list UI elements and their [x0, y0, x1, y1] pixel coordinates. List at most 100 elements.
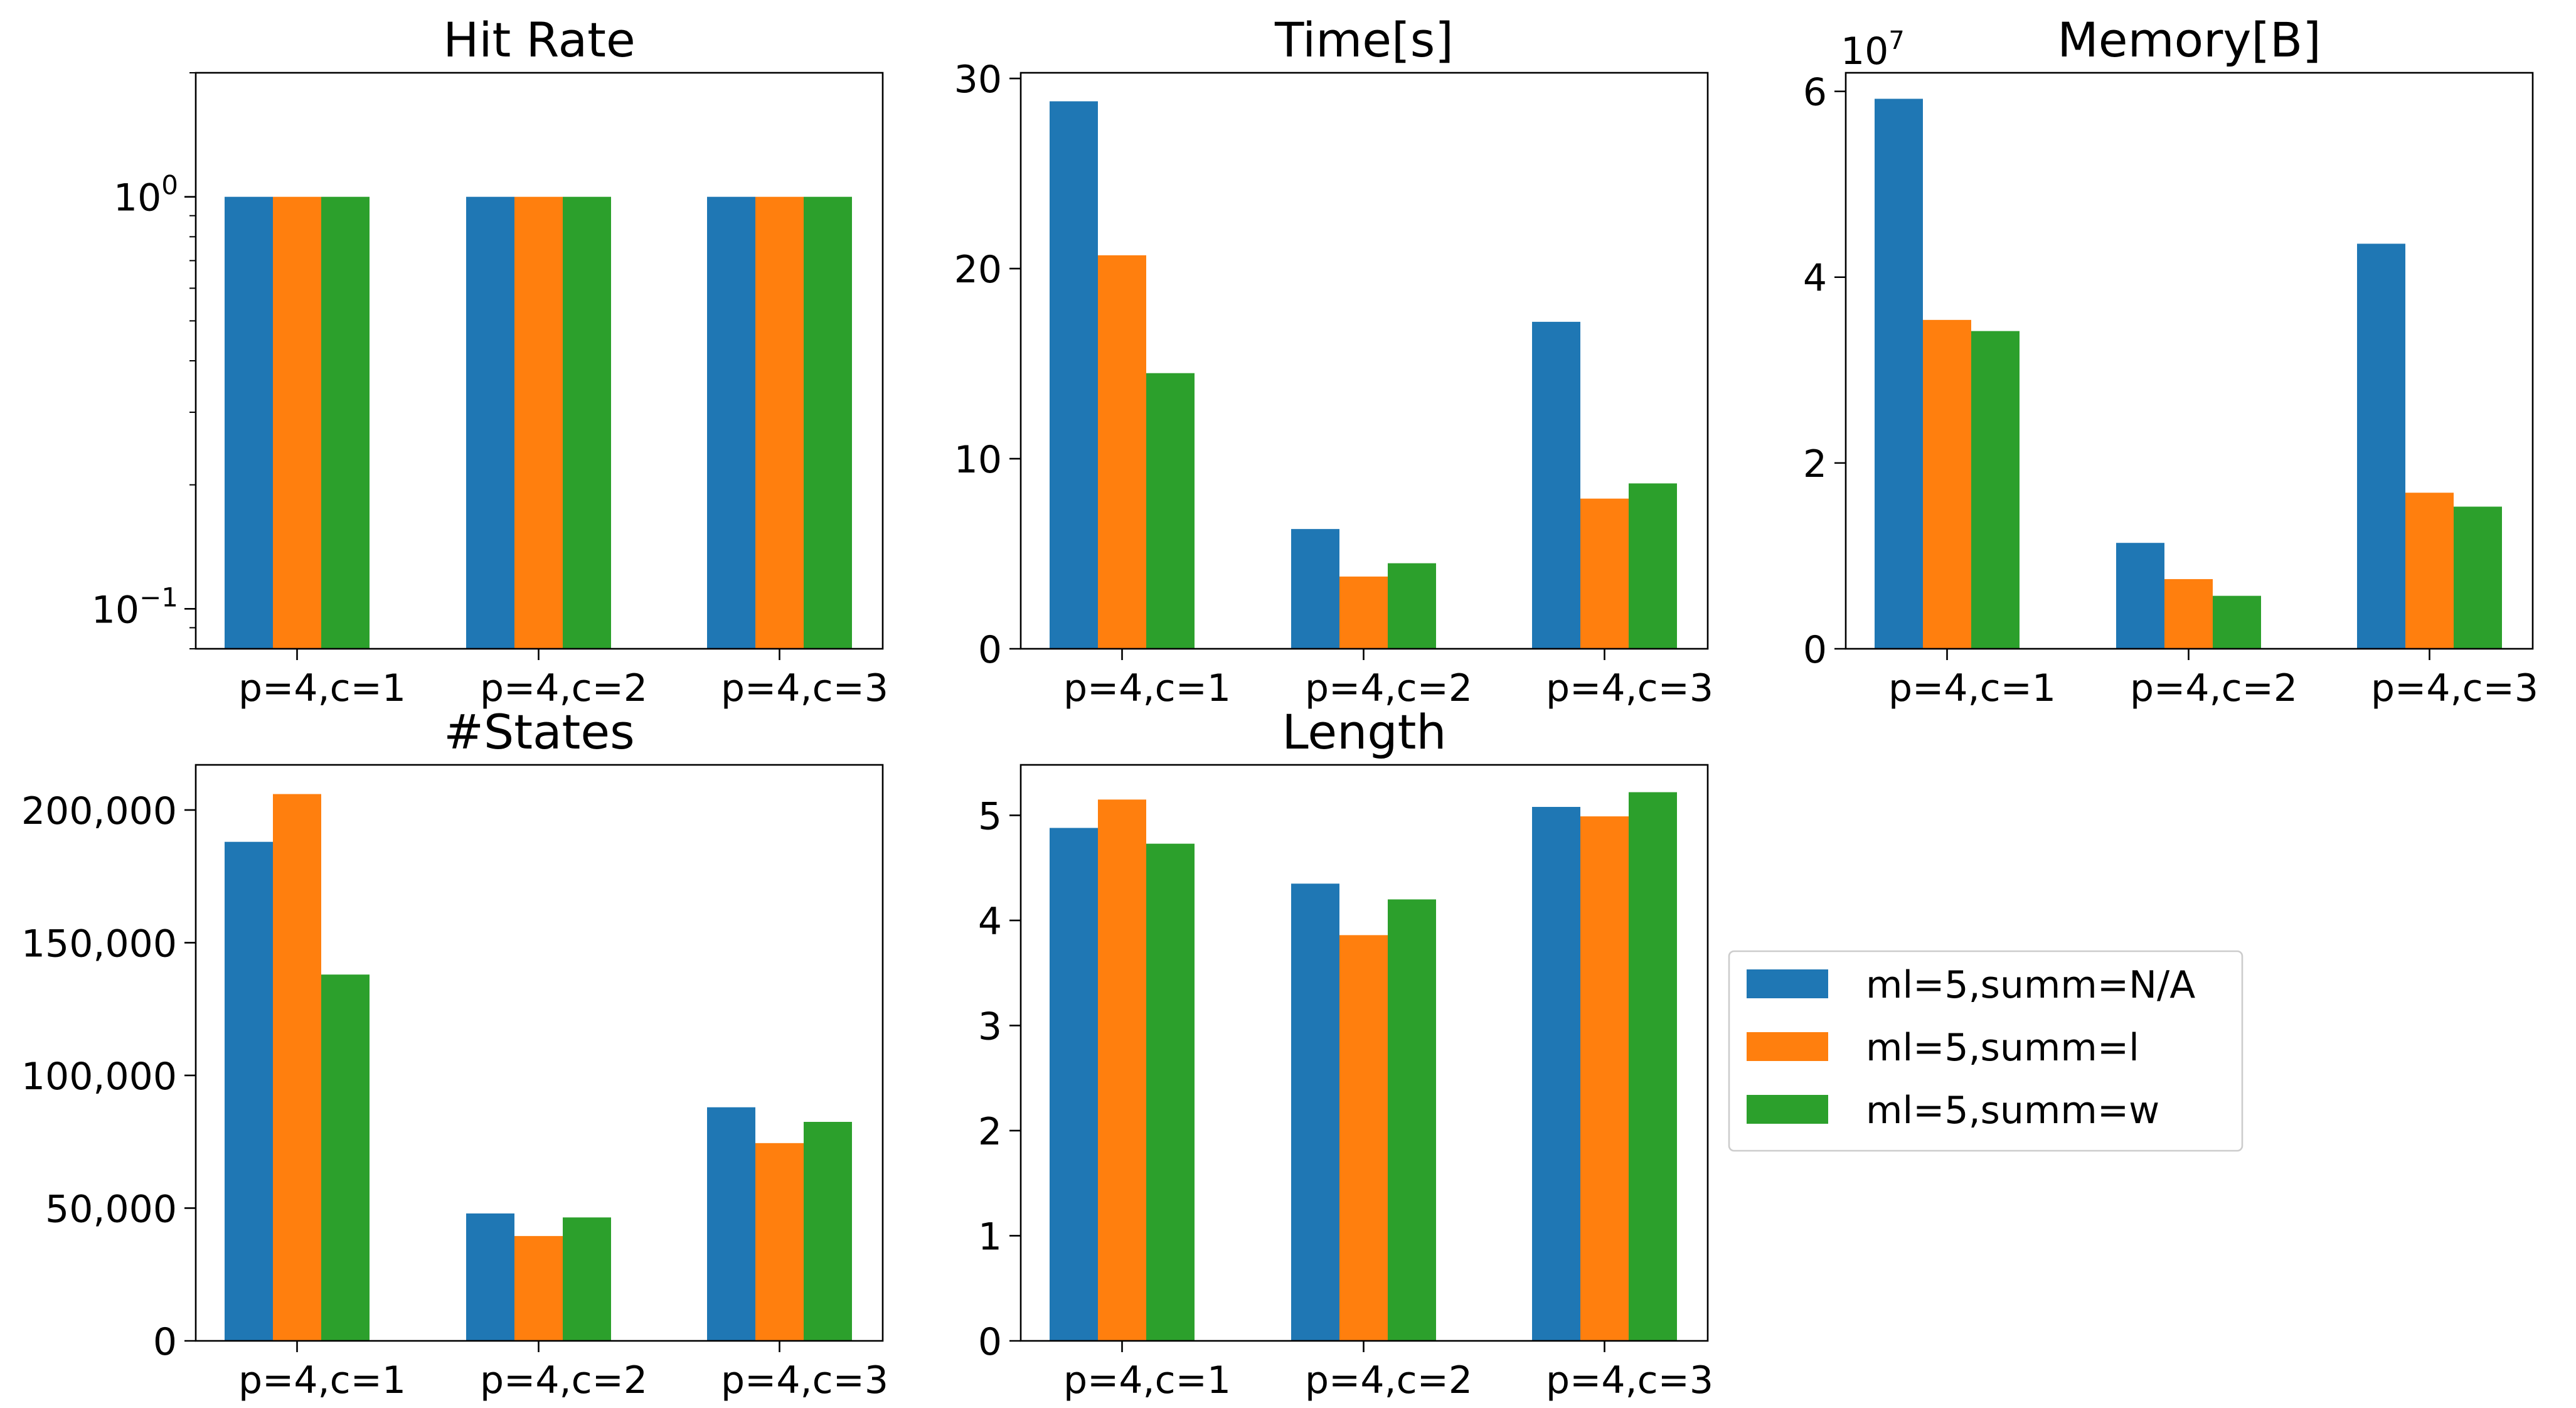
legend-swatch-l: [1747, 1032, 1828, 1061]
time-title: Time[s]: [1274, 12, 1454, 68]
hit-rate-bar-p-4-c-3-s1: [755, 196, 804, 649]
states-bar-p-4-c-2-s0: [466, 1213, 514, 1341]
states-ytick-label: 200,000: [21, 789, 177, 833]
length-title: Length: [1282, 704, 1446, 760]
memory-title: Memory[B]: [2057, 12, 2321, 68]
states-xtick-label-p-4-c-1: p=4,c=1: [238, 1358, 406, 1402]
time-ytick-label: 30: [954, 58, 1002, 102]
hit-rate-xtick-label-p-4-c-2: p=4,c=2: [480, 666, 647, 710]
length-bar-p-4-c-3-s2: [1629, 792, 1677, 1341]
hit-rate-ytick-label: 10−1: [92, 582, 178, 632]
time-bar-p-4-c-2-s2: [1388, 563, 1436, 649]
memory-bar-p-4-c-1-s0: [1875, 99, 1923, 649]
legend-swatch-w: [1747, 1095, 1828, 1124]
time-bar-p-4-c-2-s1: [1339, 576, 1388, 649]
states-bar-p-4-c-3-s0: [707, 1107, 755, 1341]
length-ytick-label: 5: [978, 794, 1002, 838]
time-ytick-label: 20: [954, 248, 1002, 292]
legend: ml=5,summ=N/A ml=5,summ=l ml=5,summ=w: [1728, 950, 2243, 1152]
time-xtick-label-p-4-c-3: p=4,c=3: [1546, 666, 1713, 710]
length-ytick-label: 1: [978, 1215, 1002, 1259]
hit-rate-bar-p-4-c-1-s1: [273, 196, 321, 649]
length-ytick-label: 0: [978, 1320, 1002, 1364]
memory-bar-p-4-c-1-s2: [1971, 331, 2020, 649]
memory-bar-p-4-c-2-s1: [2164, 579, 2213, 649]
time-xtick-label-p-4-c-1: p=4,c=1: [1063, 666, 1231, 710]
memory-ytick-label: 2: [1803, 442, 1827, 486]
memory-xtick-label-p-4-c-2: p=4,c=2: [2130, 666, 2297, 710]
hit-rate-ytick-label: 100: [114, 170, 178, 220]
states-bar-p-4-c-1-s0: [225, 841, 273, 1341]
memory-ytick-label: 4: [1803, 257, 1827, 301]
length-ytick-label: 2: [978, 1110, 1002, 1154]
memory-bar-p-4-c-3-s1: [2405, 493, 2454, 649]
memory-bar-p-4-c-3-s0: [2357, 243, 2405, 649]
time-bar-p-4-c-3-s2: [1629, 483, 1677, 649]
states-bar-p-4-c-1-s2: [321, 974, 370, 1341]
states-bar-p-4-c-3-s2: [804, 1121, 852, 1341]
time-bar-p-4-c-1-s0: [1050, 101, 1098, 649]
legend-label-w: ml=5,summ=w: [1866, 1089, 2159, 1133]
memory-offset-text: 107: [1841, 26, 1905, 73]
memory-bar-p-4-c-3-s2: [2454, 506, 2502, 649]
time-bar-p-4-c-1-s1: [1098, 255, 1146, 649]
time-ytick-label: 10: [954, 438, 1002, 482]
states-xtick-label-p-4-c-2: p=4,c=2: [480, 1358, 647, 1402]
hit-rate-bar-p-4-c-1-s2: [321, 196, 370, 649]
hit-rate-bar-p-4-c-3-s2: [804, 196, 852, 649]
legend-label-na: ml=5,summ=N/A: [1866, 963, 2195, 1007]
states-bar-p-4-c-3-s1: [755, 1143, 804, 1341]
states-ytick-label: 0: [153, 1320, 177, 1364]
length-bar-p-4-c-2-s2: [1388, 899, 1436, 1341]
states-bar-p-4-c-1-s1: [273, 794, 321, 1341]
memory-xtick-label-p-4-c-1: p=4,c=1: [1888, 666, 2056, 710]
chart-length: Length p=4,c=1 p=4,c=2 p=4,c=3 0 1 2 3 4 5: [978, 704, 1713, 1402]
hit-rate-bar-p-4-c-2-s0: [466, 196, 514, 649]
chart-memory: Memory[B] p=4,c=1 p=4,c=2 p=4,c=3 0 2 4 6 107: [1803, 12, 2538, 710]
length-xtick-label-p-4-c-3: p=4,c=3: [1546, 1358, 1713, 1402]
time-bar-p-4-c-3-s1: [1580, 498, 1629, 649]
hit-rate-bar-p-4-c-1-s0: [225, 196, 273, 649]
chart-time: Time[s] p=4,c=1 p=4,c=2 p=4,c=3 0 10 20 30: [954, 12, 1713, 710]
hit-rate-bar-p-4-c-3-s0: [707, 196, 755, 649]
length-bar-p-4-c-1-s0: [1050, 828, 1098, 1341]
states-xtick-label-p-4-c-3: p=4,c=3: [721, 1358, 888, 1402]
hit-rate-bar-p-4-c-2-s1: [514, 196, 563, 649]
time-bar-p-4-c-1-s2: [1146, 373, 1195, 649]
hit-rate-bar-p-4-c-2-s2: [563, 196, 611, 649]
length-ytick-label: 3: [978, 1005, 1002, 1048]
time-ytick-label: 0: [978, 628, 1002, 672]
chart-hit-rate: Hit Rate p=4,c=1 p=4,c=2 p=4,c=3 100 10−1: [92, 12, 888, 710]
length-xtick-label-p-4-c-2: p=4,c=2: [1305, 1358, 1472, 1402]
states-bar-p-4-c-2-s1: [514, 1235, 563, 1341]
states-ytick-label: 150,000: [21, 922, 177, 966]
chart-states: #States p=4,c=1 p=4,c=2 p=4,c=3 0 50,000 100,0…: [21, 704, 888, 1402]
length-bar-p-4-c-1-s2: [1146, 843, 1195, 1341]
hit-rate-title: Hit Rate: [443, 12, 636, 68]
legend-frame: [1728, 950, 2243, 1152]
time-bar-p-4-c-2-s0: [1291, 529, 1339, 649]
legend-swatch-na: [1747, 969, 1828, 998]
memory-ytick-label: 6: [1803, 71, 1827, 115]
length-xtick-label-p-4-c-1: p=4,c=1: [1063, 1358, 1231, 1402]
length-bar-p-4-c-3-s0: [1532, 807, 1580, 1341]
time-xtick-label-p-4-c-2: p=4,c=2: [1305, 666, 1472, 710]
states-ytick-label: 50,000: [45, 1187, 177, 1231]
memory-bar-p-4-c-2-s0: [2116, 543, 2164, 649]
legend-label-l: ml=5,summ=l: [1866, 1026, 2139, 1070]
length-bar-p-4-c-3-s1: [1580, 816, 1629, 1341]
length-bar-p-4-c-2-s1: [1339, 935, 1388, 1341]
memory-xtick-label-p-4-c-3: p=4,c=3: [2371, 666, 2538, 710]
memory-bar-p-4-c-1-s1: [1923, 319, 1971, 649]
time-bar-p-4-c-3-s0: [1532, 321, 1580, 649]
length-ytick-label: 4: [978, 900, 1002, 944]
states-title: #States: [444, 704, 634, 760]
hit-rate-xtick-label-p-4-c-3: p=4,c=3: [721, 666, 888, 710]
length-bar-p-4-c-1-s1: [1098, 799, 1146, 1341]
states-bar-p-4-c-2-s2: [563, 1217, 611, 1341]
memory-ytick-label: 0: [1803, 628, 1827, 672]
length-bar-p-4-c-2-s0: [1291, 883, 1339, 1341]
states-ytick-label: 100,000: [21, 1055, 177, 1099]
memory-bar-p-4-c-2-s2: [2213, 595, 2261, 649]
